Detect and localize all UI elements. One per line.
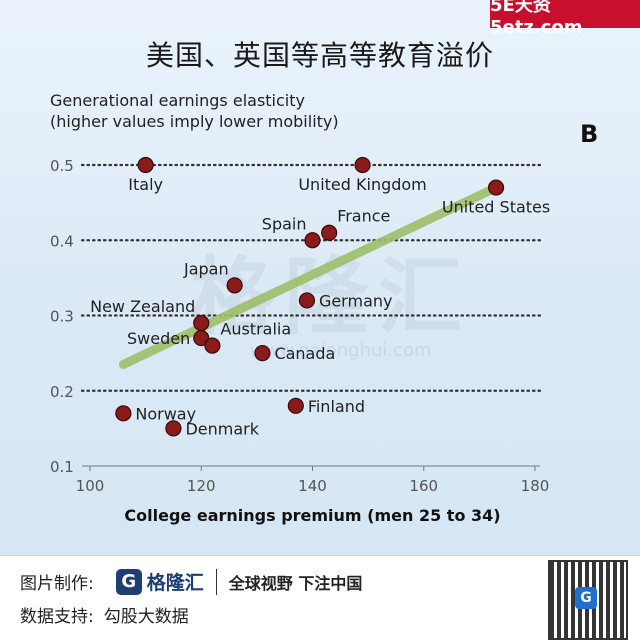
point-label: Germany [319, 291, 393, 310]
made-by-label: 图片制作: [20, 574, 94, 594]
footer: 图片制作: G 格隆汇 全球视野 下注中国 数据支持: 勾股大数据 G [0, 556, 640, 642]
footer-credit-row: 图片制作: G 格隆汇 全球视野 下注中国 [20, 568, 362, 595]
data-point [165, 420, 182, 437]
brand-logo[interactable]: G 格隆汇 [115, 568, 204, 595]
footer-vertical-divider [215, 568, 217, 595]
point-label: France [337, 207, 390, 226]
point-label: United Kingdom [298, 175, 426, 194]
trend-line [118, 183, 501, 369]
data-support-label: 数据支持: [20, 607, 94, 627]
data-point [226, 277, 243, 294]
point-label: Japan [183, 259, 229, 278]
scatter-chart: 0.1 0.2 0.3 0.4 0.5 100 120 140 160 180 College ea… [50, 156, 550, 525]
x-tick-label: 160 [409, 477, 438, 495]
footer-data-row: 数据支持: 勾股大数据 [20, 602, 189, 627]
y-tick-label: 0.3 [50, 308, 74, 326]
data-point [137, 156, 154, 174]
chart-panel [0, 0, 640, 555]
data-point [321, 224, 338, 241]
y-tick-label: 0.2 [50, 383, 74, 401]
y-tick-label: 0.4 [50, 232, 74, 250]
footer-divider [0, 555, 640, 556]
x-tick-label: 180 [521, 477, 550, 495]
y-axis-label-line-2: (higher values imply lower mobility) [50, 112, 339, 131]
data-point [115, 405, 132, 422]
y-axis-label-line-1: Generational earnings elasticity [50, 91, 305, 110]
point-label: Denmark [185, 419, 259, 438]
data-point [254, 345, 271, 362]
brand-slogan: 全球视野 下注中国 [228, 573, 363, 593]
point-label: Italy [128, 175, 163, 194]
point-label: Australia [220, 320, 291, 339]
data-point [298, 292, 316, 309]
point-label: Finland [308, 397, 365, 416]
point-label: New Zealand [90, 297, 195, 316]
data-point [204, 337, 221, 354]
point-label: Norway [135, 404, 196, 423]
y-tick-label: 0.5 [50, 157, 74, 175]
watermark-url: www.gelonghui.com [250, 340, 432, 361]
y-tick-label: 0.1 [50, 458, 74, 476]
point-label: United States [442, 198, 550, 217]
data-point [487, 179, 505, 196]
data-point [304, 232, 321, 249]
point-label: Sweden [127, 329, 190, 348]
y-axis-label: Generational earnings elasticity (higher… [50, 90, 339, 132]
data-point [354, 156, 371, 174]
qr-logo-icon: G [575, 587, 597, 609]
logo-g-icon: G [115, 568, 142, 595]
x-tick-label: 120 [187, 477, 216, 495]
x-tick-label: 100 [76, 477, 105, 495]
data-point [193, 329, 210, 347]
x-tick-label: 140 [298, 477, 327, 495]
point-label: Canada [274, 344, 335, 363]
page-title: 美国、英国等高等教育溢价 [145, 39, 494, 72]
point-label: Spain [262, 214, 307, 233]
logo-name: 格隆汇 [146, 572, 204, 594]
x-axis-label: College earnings premium (men 25 to 34) [124, 506, 500, 525]
data-point [193, 314, 210, 332]
data-point [287, 397, 304, 414]
data-support-value: 勾股大数据 [103, 607, 189, 627]
panel-letter: B [580, 120, 599, 148]
